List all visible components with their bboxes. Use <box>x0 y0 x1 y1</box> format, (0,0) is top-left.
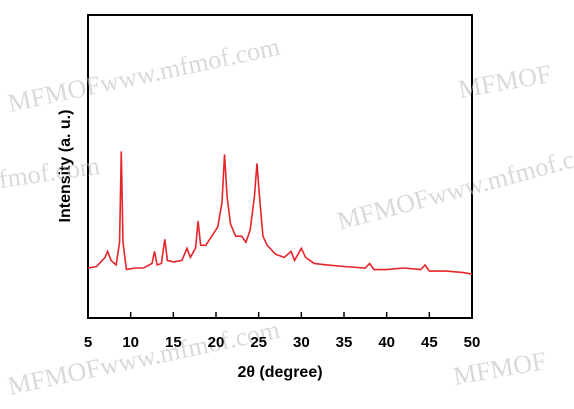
y-axis-label: Intensity (a. u.) <box>57 110 74 223</box>
plot-frame <box>87 14 473 319</box>
watermark: MFMOF <box>451 346 549 391</box>
watermark: MFMOFwww.mfmof.com <box>5 32 282 118</box>
watermark: fmof.com <box>0 151 102 194</box>
watermark: MFMOF <box>456 59 554 104</box>
x-tick-label: 35 <box>336 334 353 351</box>
x-axis-label: 2θ (degree) <box>237 364 322 381</box>
watermark: MFMOFwww.mfmof.c <box>334 145 574 236</box>
x-tick-label: 15 <box>165 334 182 351</box>
plot <box>87 151 473 318</box>
x-tick-label: 25 <box>250 334 267 351</box>
x-tick-label: 5 <box>84 334 92 351</box>
data-line <box>87 151 473 275</box>
x-tick-label: 20 <box>208 334 225 351</box>
watermark: MFMOFwww.mfmof.com <box>5 315 282 401</box>
x-tick-label: 10 <box>122 334 139 351</box>
x-tick-label: 40 <box>378 334 395 351</box>
x-tick-label: 30 <box>293 334 310 351</box>
x-tick-label: 45 <box>421 334 438 351</box>
x-tick-label: 50 <box>464 334 481 351</box>
